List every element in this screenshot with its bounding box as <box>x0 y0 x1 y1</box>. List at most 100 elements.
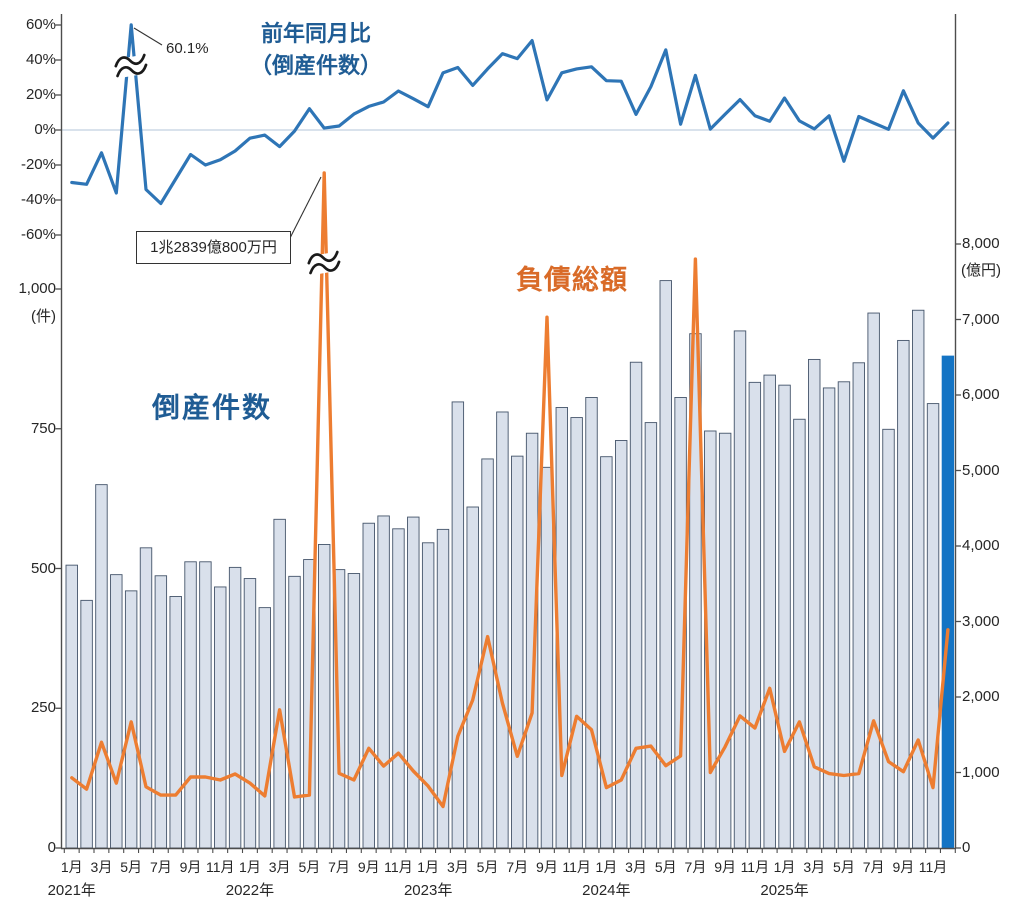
left-count-label-250: 250 <box>30 699 56 717</box>
right-axis-label-6,000: 6,000 <box>962 386 1000 403</box>
left-pct-label-40%: 40% <box>25 51 56 68</box>
left-count-label-0: 0 <box>47 839 56 856</box>
bar-2024-2 <box>615 440 628 849</box>
bar-2021-1 <box>65 564 78 849</box>
bar-2024-4 <box>644 422 658 849</box>
bar-2025-4 <box>822 387 836 849</box>
bar-2025-1 <box>778 384 791 849</box>
x-year-label-2021年: 2021年 <box>47 882 96 899</box>
right-axis-label-0: 0 <box>962 839 971 856</box>
bar-2021-9 <box>184 561 197 849</box>
x-label-2025年-3月: 3月 <box>803 859 826 875</box>
bar-2023-3 <box>451 401 465 849</box>
right-axis-label-8,000: 8,000 <box>962 235 1000 252</box>
right-axis-label-7,000: 7,000 <box>962 310 1000 328</box>
liabilities-line <box>70 171 950 809</box>
right-axis-unit: (億円) <box>961 262 1001 279</box>
yoy-annotation-leader <box>133 27 163 46</box>
left-pct-label--40%: -40% <box>20 191 56 208</box>
x-label-2021年-5月: 5月 <box>120 859 143 875</box>
x-label-2025年-11月: 11月 <box>918 859 948 875</box>
x-label-2024年-1月: 1月 <box>595 859 618 875</box>
bar-2025-2 <box>793 418 806 849</box>
bar-2023-1 <box>421 542 435 849</box>
left-pct-label-20%: 20% <box>25 86 56 103</box>
x-label-2023年-3月: 3月 <box>446 859 469 875</box>
debt-annotation-leader <box>288 176 322 241</box>
bar-2022-4 <box>288 575 301 849</box>
left-pct-label-0%: 0% <box>34 121 56 138</box>
x-year-label-2022年: 2022年 <box>225 882 275 899</box>
x-label-2022年-3月: 3月 <box>268 859 291 875</box>
x-label-2024年-9月: 9月 <box>714 859 737 875</box>
bar-2022-9 <box>362 522 375 849</box>
x-label-2022年-11月: 11月 <box>384 859 413 875</box>
bar-2022-2 <box>258 607 271 849</box>
bar-2021-4 <box>110 574 123 849</box>
bar-2021-6 <box>139 547 153 849</box>
right-axis-label-4,000: 4,000 <box>962 537 1000 554</box>
x-label-2021年-7月: 7月 <box>149 859 172 875</box>
bar-2022-8 <box>347 573 361 849</box>
bar-2021-2 <box>80 599 93 849</box>
right-axis-label-1,000: 1,000 <box>962 763 1000 781</box>
right-axis-label-5,000: 5,000 <box>962 461 1000 479</box>
x-label-2024年-5月: 5月 <box>654 859 677 875</box>
bar-2021-3 <box>95 484 108 849</box>
debt-peak-annotation-box: 1兆2839億800万円 <box>136 231 291 264</box>
x-year-label-2025年: 2025年 <box>760 882 809 899</box>
bar-2022-11 <box>392 528 405 849</box>
bar-2025-3 <box>808 358 821 849</box>
bar-2022-12 <box>407 516 420 849</box>
x-label-2021年-1月: 1月 <box>60 859 83 875</box>
bar-2023-11 <box>570 417 583 849</box>
bar-2022-10 <box>377 515 390 849</box>
debt-axis-break-mark <box>305 250 343 276</box>
x-label-2022年-7月: 7月 <box>328 859 350 875</box>
left-pct-label--20%: -20% <box>20 156 56 173</box>
right-axis-label-2,000: 2,000 <box>962 688 1000 705</box>
bar-2024-3 <box>629 361 643 849</box>
x-label-2025年-1月: 1月 <box>773 859 796 875</box>
bar-2025-12 <box>941 355 955 849</box>
bar-2022-3 <box>273 518 286 849</box>
x-label-2023年-11月: 11月 <box>562 859 591 875</box>
bar-2021-12 <box>228 566 242 849</box>
bar-2021-8 <box>169 596 182 849</box>
x-label-2025年-5月: 5月 <box>833 859 855 875</box>
x-label-2022年-5月: 5月 <box>298 859 321 875</box>
bar-2022-6 <box>318 544 331 849</box>
bar-2023-9 <box>540 466 554 849</box>
bar-2024-11 <box>748 381 762 849</box>
yoy-peak-annotation: 60.1% <box>166 40 209 57</box>
left-pct-label-60%: 60% <box>25 16 56 33</box>
x-label-2021年-11月: 11月 <box>205 859 235 875</box>
x-year-label-2023年: 2023年 <box>403 882 453 899</box>
left-count-label-1,000: 1,000 <box>18 280 56 297</box>
left-count-label-750: 750 <box>30 419 56 437</box>
bar-2023-12 <box>585 397 598 849</box>
bars-series-label: 倒産件数 <box>152 392 273 423</box>
yoy-series-title-line2: （倒産件数） <box>249 53 382 78</box>
bar-2024-12 <box>763 374 776 849</box>
x-label-2024年-7月: 7月 <box>684 859 707 875</box>
x-label-2025年-9月: 9月 <box>892 859 915 875</box>
x-label-2022年-1月: 1月 <box>239 859 261 875</box>
bar-2024-10 <box>733 330 747 849</box>
x-label-2024年-11月: 11月 <box>740 859 770 875</box>
bar-2025-8 <box>882 428 895 849</box>
yoy-axis-break-mark <box>112 53 150 79</box>
bar-2023-7 <box>511 455 524 849</box>
bar-2025-10 <box>912 309 925 849</box>
left-pct-label--60%: -60% <box>20 226 56 243</box>
x-label-2024年-3月: 3月 <box>625 859 647 875</box>
bar-2023-6 <box>496 411 509 849</box>
yoy-series-title-line1: 前年同月比 <box>260 21 371 46</box>
left-axis-unit: (件) <box>31 308 56 325</box>
x-label-2021年-9月: 9月 <box>179 859 202 875</box>
yoy-line <box>70 23 950 206</box>
bar-2025-7 <box>867 312 880 849</box>
bar-2025-5 <box>837 381 851 849</box>
